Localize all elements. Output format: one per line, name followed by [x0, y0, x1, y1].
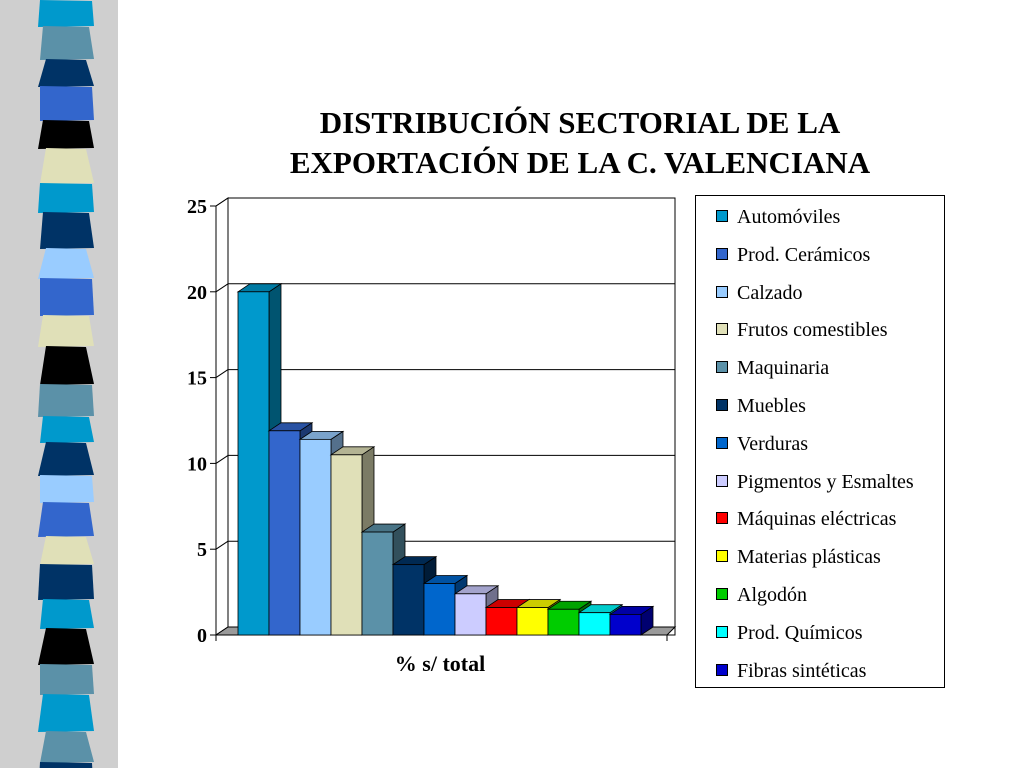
- bar-fibras-sint-ticas: [608, 605, 655, 636]
- legend-label: Verduras: [737, 432, 809, 455]
- bar-front-face: [361, 531, 394, 636]
- y-tick-label: 15: [187, 368, 207, 390]
- bar-front-face: [609, 614, 642, 636]
- strip-block: [40, 731, 94, 763]
- legend-label: Algodón: [737, 584, 807, 606]
- legend-label: Prod. Químicos: [737, 621, 863, 644]
- legend-label: Pigmentos y Esmaltes: [737, 470, 914, 493]
- gridline-side: [215, 454, 229, 464]
- strip-block: [40, 212, 94, 249]
- strip-block: [40, 599, 94, 629]
- legend-swatch: [716, 323, 728, 336]
- bar-front-face: [454, 593, 487, 636]
- strip-block: [40, 416, 94, 443]
- legend-label: Frutos comestibles: [737, 319, 888, 342]
- legend-label: Fibras sintéticas: [737, 659, 867, 682]
- bar-front-face: [516, 607, 549, 636]
- bar-front-face: [423, 583, 456, 636]
- legend-swatch: [716, 361, 728, 374]
- strip-block: [40, 86, 94, 121]
- legend-swatch: [716, 399, 728, 411]
- y-tick-label: 20: [187, 282, 207, 304]
- legend-swatch: [716, 474, 728, 487]
- legend-label: Maquinaria: [737, 357, 830, 380]
- bar-front-face: [578, 612, 611, 636]
- gridline-side: [215, 197, 229, 207]
- plot-side-wall: [215, 197, 229, 636]
- bar-front-face: [330, 454, 363, 636]
- strip-block: [39, 762, 93, 768]
- legend-swatch: [716, 625, 728, 638]
- legend-label: Automóviles: [737, 206, 841, 228]
- legend-swatch: [716, 663, 728, 676]
- strip-block: [38, 315, 94, 347]
- strip-block: [38, 0, 94, 27]
- strip-block: [40, 346, 94, 385]
- strip-block: [40, 475, 94, 503]
- y-tick-label: 5: [197, 539, 207, 561]
- bar-front-face: [268, 430, 301, 636]
- bar-front-face: [485, 607, 518, 636]
- strip-block: [38, 442, 94, 476]
- strip-block: [38, 384, 94, 417]
- strip-block: [38, 183, 94, 213]
- strip-block: [40, 26, 94, 60]
- strip-block: [38, 502, 94, 537]
- chart-title: DISTRIBUCIÓN SECTORIAL DE LA EXPORTACIÓN…: [230, 103, 930, 183]
- gridline-side: [215, 369, 229, 379]
- legend-swatch: [716, 285, 728, 298]
- legend-swatch: [716, 588, 728, 600]
- strip-block: [40, 148, 94, 184]
- bar-front-face: [392, 564, 425, 636]
- strip-block: [40, 278, 94, 316]
- strip-block: [40, 664, 94, 695]
- legend-label: Máquinas eléctricas: [737, 508, 897, 531]
- strip-block: [38, 248, 94, 279]
- strip-block: [38, 628, 94, 665]
- legend-label: Prod. Cerámicos: [737, 243, 871, 266]
- gridline-side: [215, 283, 229, 293]
- legend-swatch: [716, 210, 728, 222]
- legend-label: Materias plásticas: [737, 546, 881, 569]
- strip-block: [40, 536, 94, 565]
- strip-block: [38, 120, 94, 149]
- bar-front-face: [299, 438, 332, 636]
- y-tick-label: 10: [187, 453, 207, 475]
- bar-front-face: [237, 291, 270, 636]
- legend-swatch: [716, 512, 728, 525]
- y-tick-label: 25: [187, 196, 207, 218]
- strip-block: [38, 59, 94, 87]
- decorative-stripe-border: [0, 0, 118, 768]
- chart-legend: Automóviles Prod. Cerámicos Calzado Frutos …: [695, 195, 945, 688]
- legend-swatch: [716, 550, 728, 563]
- legend-label: Muebles: [737, 395, 806, 417]
- gridline-side: [215, 540, 229, 550]
- legend-swatch: [716, 436, 728, 449]
- chart-title-line-2: EXPORTACIÓN DE LA C. VALENCIANA: [289, 145, 871, 180]
- x-category-label: % s/ total: [395, 651, 485, 676]
- strip-block: [38, 694, 94, 732]
- bar-muebles: [391, 555, 438, 636]
- chart-title-line-1: DISTRIBUCIÓN SECTORIAL DE LA: [319, 105, 841, 140]
- legend-label: Calzado: [737, 281, 803, 304]
- y-tick-label: 0: [197, 625, 207, 647]
- legend-swatch: [716, 247, 728, 260]
- strip-block: [38, 564, 94, 600]
- bar-front-face: [547, 608, 580, 636]
